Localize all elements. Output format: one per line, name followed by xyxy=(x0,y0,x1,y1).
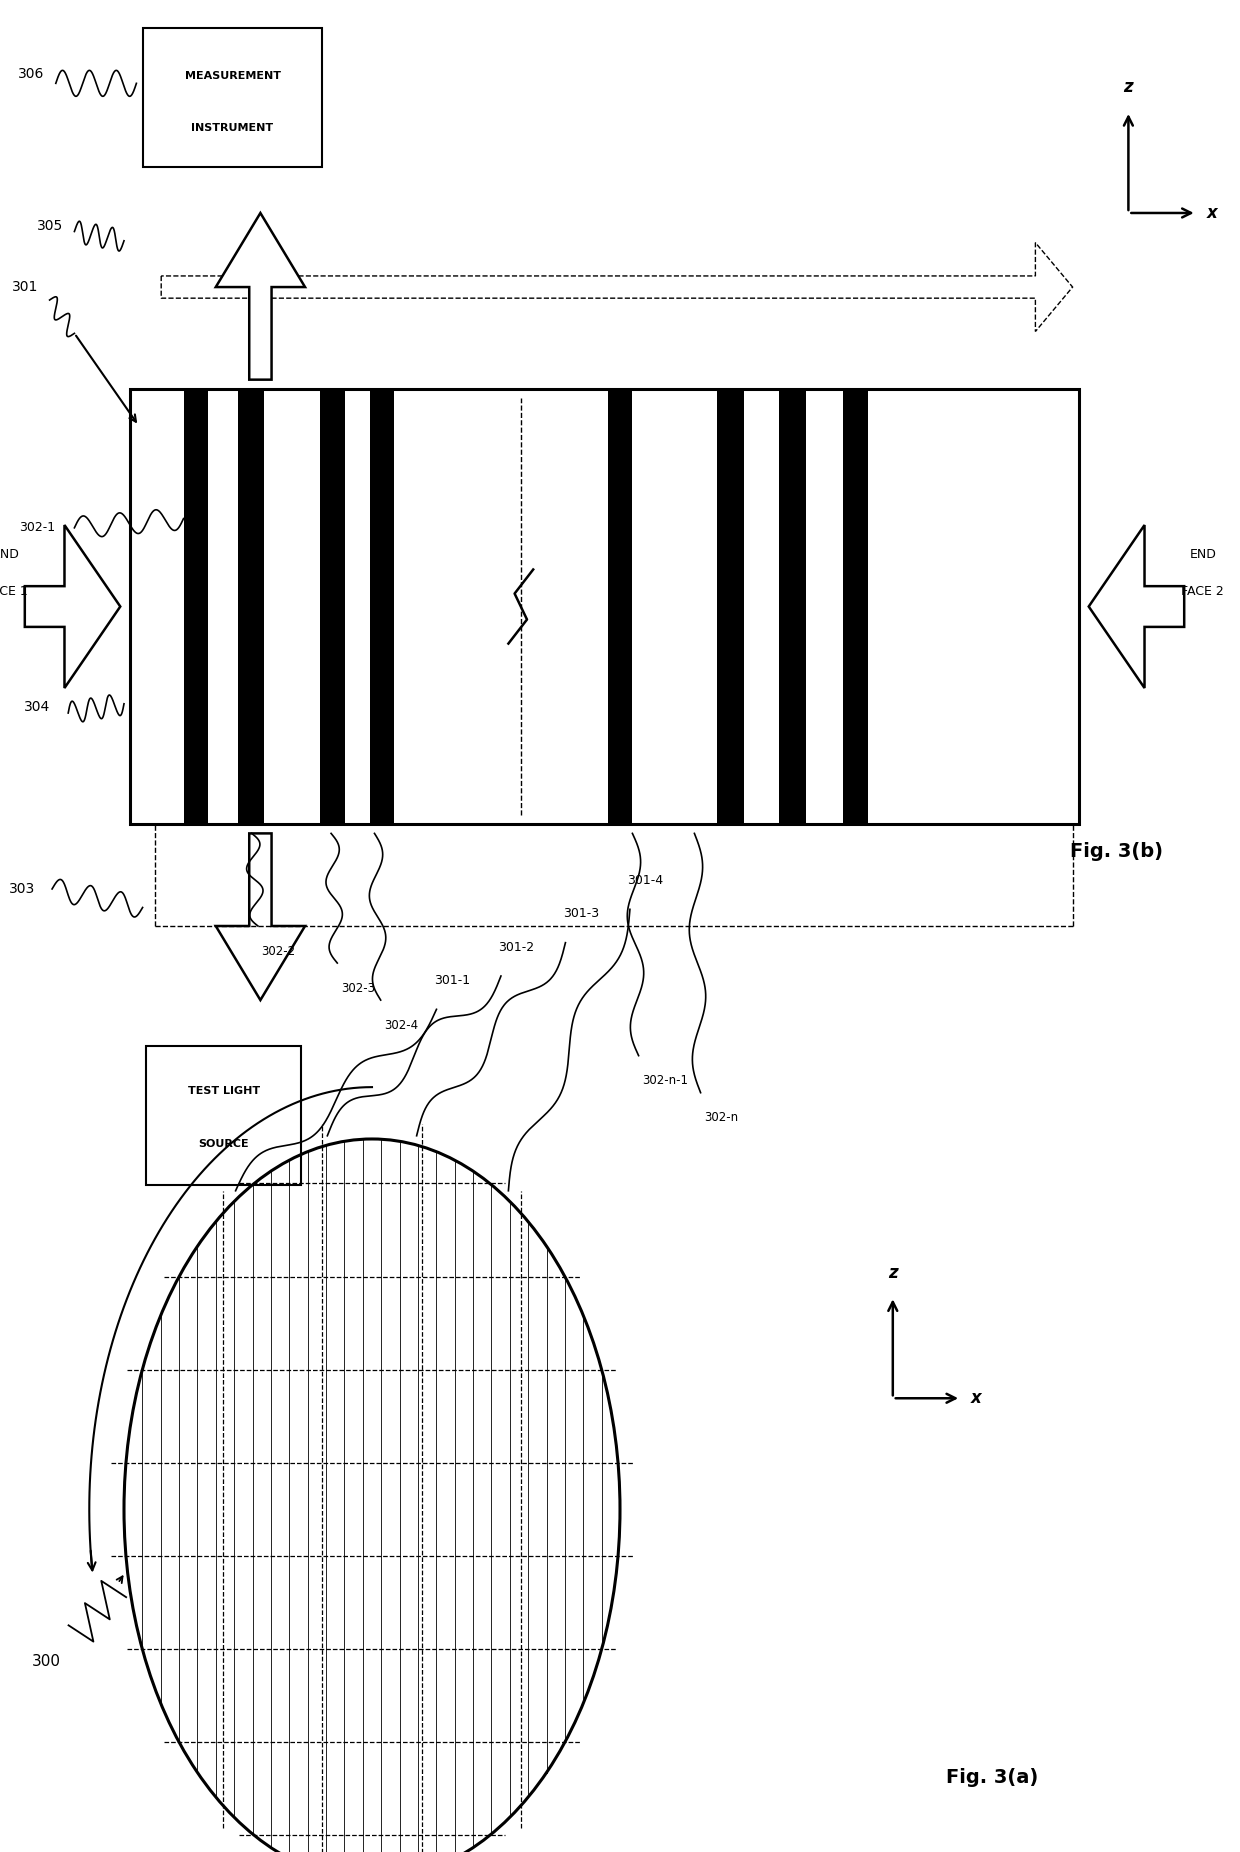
Text: 301: 301 xyxy=(11,280,38,294)
Text: INSTRUMENT: INSTRUMENT xyxy=(191,122,274,133)
Text: 301-4: 301-4 xyxy=(627,874,663,887)
Text: 302-3: 302-3 xyxy=(341,982,374,995)
Text: 306: 306 xyxy=(17,67,45,81)
Text: END: END xyxy=(0,548,20,561)
Bar xyxy=(238,389,264,824)
Text: 302-n: 302-n xyxy=(704,1111,739,1124)
Text: TEST LIGHT: TEST LIGHT xyxy=(187,1085,260,1096)
Bar xyxy=(779,389,806,824)
Bar xyxy=(717,389,744,824)
Text: END: END xyxy=(1189,548,1216,561)
Text: FACE 1: FACE 1 xyxy=(0,585,27,598)
Text: Fig. 3(b): Fig. 3(b) xyxy=(1069,843,1163,861)
Text: 300: 300 xyxy=(31,1654,61,1669)
Text: 302-n-1: 302-n-1 xyxy=(642,1074,688,1087)
Text: z: z xyxy=(888,1263,898,1282)
Polygon shape xyxy=(216,213,305,380)
Bar xyxy=(184,389,208,824)
Bar xyxy=(320,389,345,824)
Text: SOURCE: SOURCE xyxy=(198,1139,249,1148)
Text: MEASUREMENT: MEASUREMENT xyxy=(185,72,280,81)
Text: z: z xyxy=(1123,78,1133,96)
Text: x: x xyxy=(971,1389,982,1408)
Text: 301-1: 301-1 xyxy=(434,974,470,987)
Text: FACE 2: FACE 2 xyxy=(1182,585,1224,598)
Text: Fig. 3(a): Fig. 3(a) xyxy=(946,1769,1038,1787)
Text: 303: 303 xyxy=(9,882,36,896)
Text: 302-1: 302-1 xyxy=(19,520,56,535)
Text: x: x xyxy=(1207,204,1218,222)
Bar xyxy=(146,1046,301,1185)
Polygon shape xyxy=(25,524,120,687)
Bar xyxy=(130,389,1079,824)
Text: 304: 304 xyxy=(24,700,51,715)
Polygon shape xyxy=(216,833,305,1000)
Bar xyxy=(843,389,868,824)
Polygon shape xyxy=(1089,524,1184,687)
Text: 302-4: 302-4 xyxy=(384,1019,419,1032)
Bar xyxy=(608,389,632,824)
Text: 301-3: 301-3 xyxy=(563,907,599,920)
Bar xyxy=(370,389,394,824)
Text: 301-2: 301-2 xyxy=(498,941,534,954)
Bar xyxy=(143,28,322,167)
Text: 302-2: 302-2 xyxy=(262,945,296,957)
Polygon shape xyxy=(161,243,1073,332)
Text: 305: 305 xyxy=(36,219,63,233)
